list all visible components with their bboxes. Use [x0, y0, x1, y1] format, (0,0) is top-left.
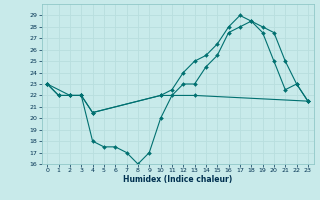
X-axis label: Humidex (Indice chaleur): Humidex (Indice chaleur) [123, 175, 232, 184]
